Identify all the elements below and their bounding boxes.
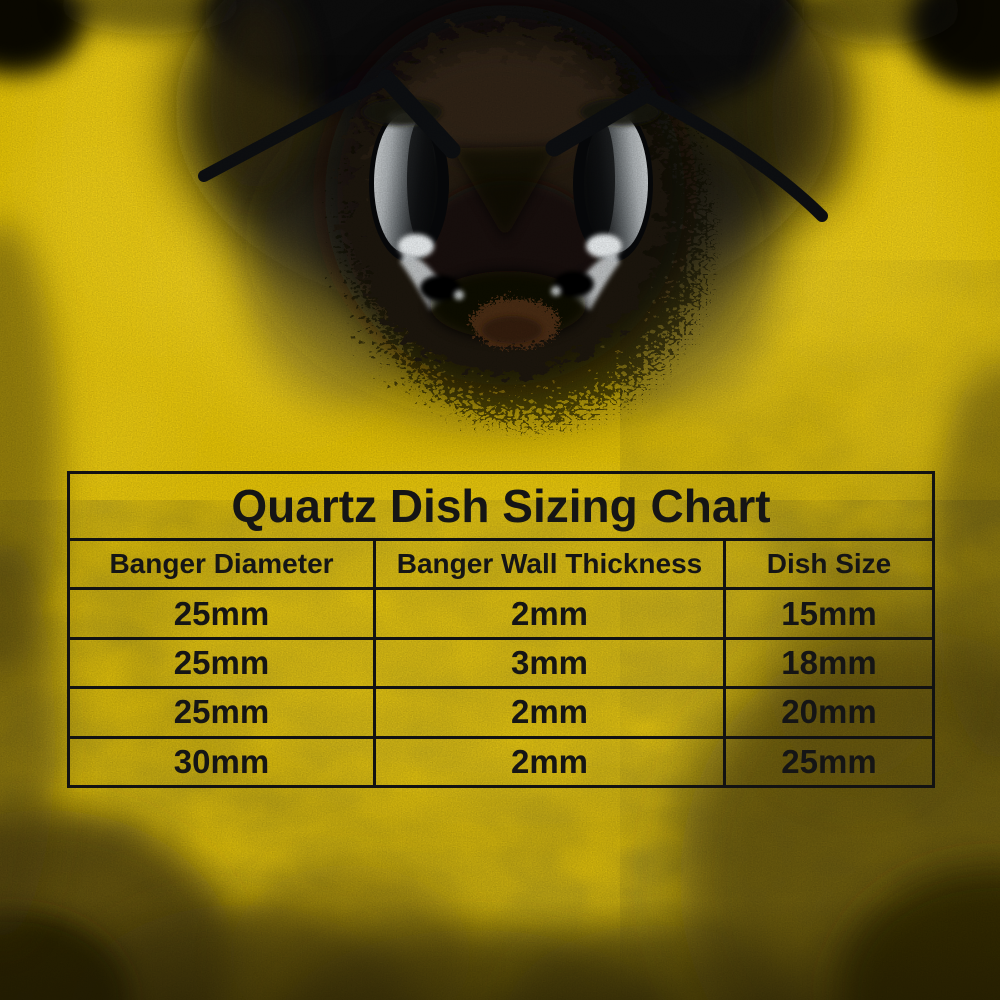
sizing-chart-table: Quartz Dish Sizing Chart Banger Diameter… (67, 471, 935, 788)
cell-dish-size: 20mm (723, 689, 932, 736)
cell-wall-thickness: 2mm (373, 689, 723, 736)
cell-banger-diameter: 25mm (173, 644, 270, 682)
cell-wall-thickness: 2mm (373, 738, 723, 786)
table-row: 25mm 2mm 15mm (70, 590, 932, 640)
cell-dish-size: 25mm (723, 738, 932, 786)
table-row: 25mm 3mm 18mm (70, 639, 932, 690)
cell-dish-size: 15mm (723, 590, 932, 637)
column-header-banger-diameter: Banger Diameter (109, 548, 334, 580)
cell-wall-thickness: 3mm (373, 639, 723, 687)
bottom-vignette (0, 900, 1000, 1000)
cell-dish-size: 18mm (723, 639, 932, 687)
column-header-dish-size: Dish Size (723, 541, 932, 588)
table-title: Quartz Dish Sizing Chart (70, 474, 932, 541)
cell-banger-diameter: 25mm (173, 594, 270, 632)
cell-banger-diameter: 25mm (173, 693, 270, 731)
column-header-banger-wall-thickness: Banger Wall Thickness (373, 541, 723, 588)
cell-wall-thickness: 2mm (373, 590, 723, 637)
cell-banger-diameter: 30mm (173, 742, 270, 780)
table-row: 25mm 2mm 20mm (70, 689, 932, 739)
table-header-row: Banger Diameter Banger Wall Thickness Di… (70, 541, 932, 591)
table-row: 30mm 2mm 25mm (70, 738, 932, 786)
